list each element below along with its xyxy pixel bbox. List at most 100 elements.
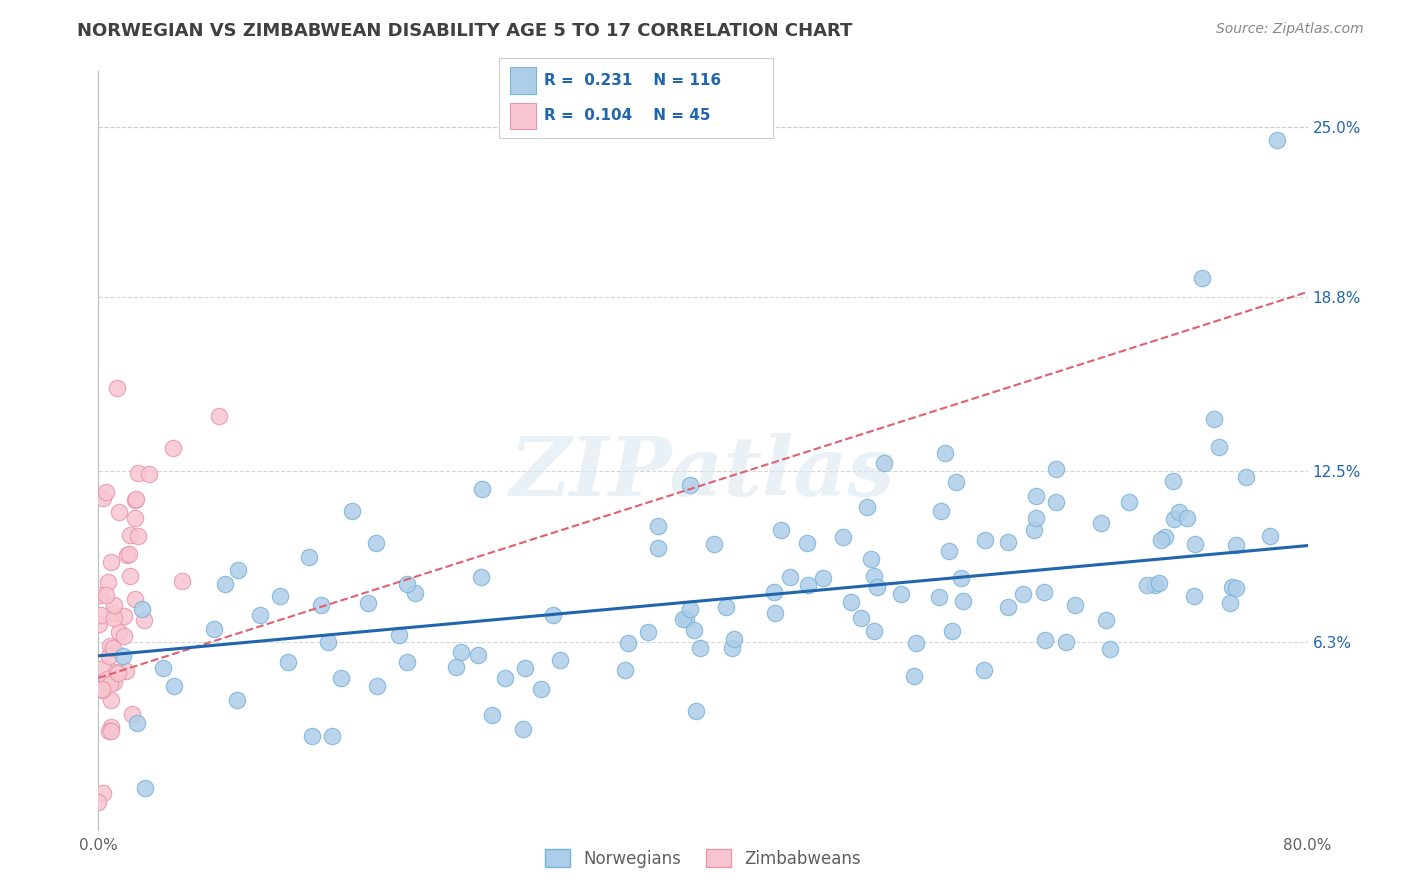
Point — [721, 641, 744, 656]
Point — [647, 541, 669, 556]
Point — [138, 467, 160, 482]
Point — [675, 612, 697, 626]
Point — [763, 606, 786, 620]
Point — [340, 504, 363, 518]
Point — [548, 653, 571, 667]
Point — [107, 665, 129, 680]
Text: R =  0.231    N = 116: R = 0.231 N = 116 — [544, 73, 721, 87]
Point — [103, 611, 125, 625]
Point — [1150, 533, 1173, 548]
Point — [1094, 613, 1116, 627]
Point — [679, 478, 702, 492]
Point — [997, 600, 1019, 615]
Point — [131, 602, 153, 616]
Point — [117, 549, 139, 563]
Point — [366, 679, 388, 693]
Point — [1167, 505, 1189, 519]
Point — [1191, 271, 1213, 285]
Point — [952, 594, 974, 608]
Point — [1267, 133, 1289, 147]
Point — [316, 635, 339, 649]
Point — [396, 576, 419, 591]
Point — [873, 456, 896, 470]
Point — [1184, 537, 1206, 551]
Point — [467, 648, 489, 662]
Point — [228, 563, 250, 577]
Point — [124, 511, 146, 525]
Point — [108, 625, 131, 640]
Point — [1045, 462, 1067, 476]
Point — [162, 441, 184, 455]
Point — [96, 673, 118, 687]
Point — [101, 640, 124, 655]
Point — [1163, 474, 1185, 488]
Point — [1182, 589, 1205, 603]
Point — [851, 611, 873, 625]
Point — [938, 543, 960, 558]
Point — [685, 704, 707, 718]
Text: NORWEGIAN VS ZIMBABWEAN DISABILITY AGE 5 TO 17 CORRELATION CHART: NORWEGIAN VS ZIMBABWEAN DISABILITY AGE 5… — [77, 22, 852, 40]
Point — [890, 587, 912, 601]
Point — [388, 628, 411, 642]
Point — [541, 608, 564, 623]
Point — [214, 577, 236, 591]
Point — [950, 571, 973, 585]
Point — [330, 671, 353, 685]
Point — [309, 599, 332, 613]
Point — [1144, 578, 1167, 592]
Point — [974, 533, 997, 547]
Point — [450, 645, 472, 659]
Point — [934, 446, 956, 460]
Point — [112, 648, 135, 663]
Point — [91, 661, 114, 675]
Point — [101, 606, 124, 620]
Point — [127, 528, 149, 542]
Point — [118, 547, 141, 561]
Point — [121, 706, 143, 721]
Text: ZIPatlas: ZIPatlas — [510, 434, 896, 513]
Point — [396, 655, 419, 669]
Point — [1090, 516, 1112, 530]
Point — [163, 679, 186, 693]
Point — [796, 536, 818, 550]
Point — [202, 622, 225, 636]
Point — [96, 485, 118, 500]
Point — [404, 586, 426, 600]
Point — [1022, 523, 1045, 537]
Point — [321, 729, 343, 743]
Point — [118, 528, 141, 542]
Point — [98, 723, 121, 738]
Point — [862, 624, 884, 638]
Point — [103, 674, 125, 689]
Point — [127, 716, 149, 731]
Point — [87, 795, 110, 809]
Point — [152, 660, 174, 674]
Text: Source: ZipAtlas.com: Source: ZipAtlas.com — [1216, 22, 1364, 37]
Point — [689, 641, 711, 656]
Point — [446, 660, 468, 674]
Point — [1033, 585, 1056, 599]
Point — [357, 597, 380, 611]
Point — [481, 708, 503, 723]
Point — [100, 555, 122, 569]
Point — [903, 669, 925, 683]
Point — [249, 608, 271, 623]
Point — [1045, 495, 1067, 509]
Point — [494, 671, 516, 685]
Point — [1175, 511, 1198, 525]
Point — [723, 632, 745, 646]
Point — [1064, 599, 1087, 613]
Point — [90, 608, 112, 623]
Point — [1033, 633, 1056, 648]
Point — [114, 609, 136, 624]
Point — [120, 569, 142, 583]
Point — [1163, 512, 1185, 526]
Point — [811, 571, 834, 585]
Point — [1147, 576, 1170, 591]
Point — [91, 786, 114, 800]
Point — [1024, 511, 1046, 525]
Legend: Norwegians, Zimbabweans: Norwegians, Zimbabweans — [538, 843, 868, 874]
Point — [97, 648, 120, 663]
Point — [87, 617, 110, 632]
Point — [1054, 635, 1077, 649]
